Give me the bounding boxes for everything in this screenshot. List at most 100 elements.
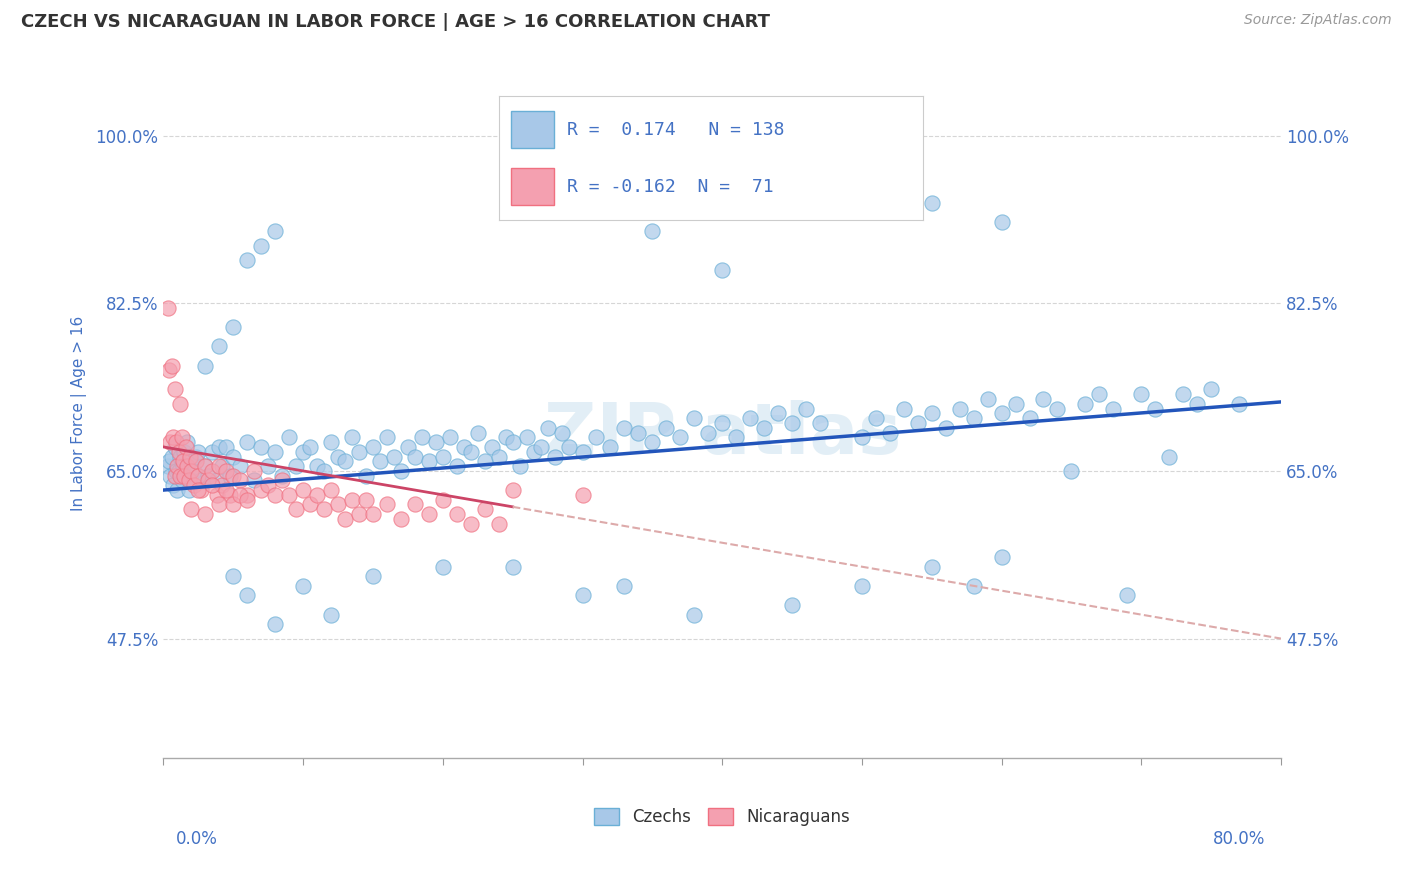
Point xyxy=(194,359,217,373)
Point xyxy=(299,498,322,512)
Point xyxy=(780,416,803,430)
Point xyxy=(166,459,188,474)
Point xyxy=(208,440,231,454)
Point xyxy=(418,454,440,468)
Point xyxy=(1088,387,1111,401)
Point xyxy=(183,478,205,492)
Point xyxy=(205,488,228,502)
Text: 80.0%: 80.0% xyxy=(1213,830,1265,847)
Point xyxy=(169,397,191,411)
Point xyxy=(236,488,259,502)
Point xyxy=(976,392,998,406)
Point xyxy=(1185,397,1208,411)
Point xyxy=(550,425,572,440)
Point xyxy=(432,492,454,507)
Point xyxy=(211,478,233,492)
Point xyxy=(179,454,201,468)
Point xyxy=(543,450,565,464)
Point xyxy=(1032,392,1054,406)
Point xyxy=(236,253,259,268)
Point xyxy=(307,488,329,502)
Point xyxy=(208,339,231,353)
Point xyxy=(176,459,198,474)
Point xyxy=(285,502,308,516)
Y-axis label: In Labor Force | Age > 16: In Labor Force | Age > 16 xyxy=(72,316,87,511)
Point xyxy=(160,359,183,373)
Point xyxy=(167,464,190,478)
Point xyxy=(354,468,377,483)
Point xyxy=(176,435,198,450)
Point xyxy=(851,579,873,593)
Point xyxy=(159,468,181,483)
Point xyxy=(172,459,194,474)
Point xyxy=(1060,464,1083,478)
Point xyxy=(460,444,482,458)
Point xyxy=(446,507,468,521)
Point xyxy=(921,406,943,420)
Point xyxy=(1046,401,1069,416)
Point xyxy=(990,406,1012,420)
Point xyxy=(879,425,901,440)
Point xyxy=(264,444,287,458)
Point xyxy=(613,421,636,435)
Point xyxy=(170,430,193,444)
Point xyxy=(432,559,454,574)
Point xyxy=(529,440,551,454)
Point xyxy=(411,430,433,444)
Point xyxy=(949,401,972,416)
Point xyxy=(389,464,412,478)
Point xyxy=(333,454,356,468)
Point xyxy=(962,411,984,425)
Text: CZECH VS NICARAGUAN IN LABOR FORCE | AGE > 16 CORRELATION CHART: CZECH VS NICARAGUAN IN LABOR FORCE | AGE… xyxy=(21,13,770,31)
Point xyxy=(502,435,524,450)
Point xyxy=(165,435,187,450)
Point xyxy=(177,483,200,497)
Point xyxy=(495,430,517,444)
Point xyxy=(523,444,546,458)
Point xyxy=(962,579,984,593)
Point xyxy=(197,468,219,483)
Point xyxy=(257,478,280,492)
Point xyxy=(990,215,1012,229)
Point xyxy=(229,474,252,488)
Point xyxy=(502,559,524,574)
Point xyxy=(460,516,482,531)
Point xyxy=(326,450,349,464)
Point xyxy=(180,502,202,516)
Point xyxy=(907,416,929,430)
Point xyxy=(711,416,734,430)
Point xyxy=(183,464,205,478)
Point xyxy=(222,569,245,583)
Point xyxy=(361,507,384,521)
Point xyxy=(162,430,184,444)
Point xyxy=(187,468,209,483)
Point xyxy=(169,450,191,464)
Point xyxy=(222,498,245,512)
Point xyxy=(368,454,391,468)
Point xyxy=(382,450,405,464)
Point xyxy=(557,440,579,454)
Point xyxy=(292,579,315,593)
Point xyxy=(425,435,447,450)
Text: Source: ZipAtlas.com: Source: ZipAtlas.com xyxy=(1244,13,1392,28)
Point xyxy=(711,262,734,277)
Point xyxy=(453,440,475,454)
Point xyxy=(170,474,193,488)
Point xyxy=(163,383,186,397)
Legend: Czechs, Nicaraguans: Czechs, Nicaraguans xyxy=(588,801,856,833)
Point xyxy=(740,411,762,425)
Point xyxy=(271,474,294,488)
Point xyxy=(893,401,915,416)
Point xyxy=(163,440,186,454)
Point xyxy=(1173,387,1195,401)
Point xyxy=(340,492,363,507)
Point xyxy=(627,425,650,440)
Point xyxy=(278,430,301,444)
Point xyxy=(347,444,370,458)
Point xyxy=(307,459,329,474)
Point xyxy=(990,550,1012,565)
Point xyxy=(208,459,231,474)
Point xyxy=(599,440,621,454)
Point xyxy=(285,459,308,474)
Point xyxy=(236,492,259,507)
